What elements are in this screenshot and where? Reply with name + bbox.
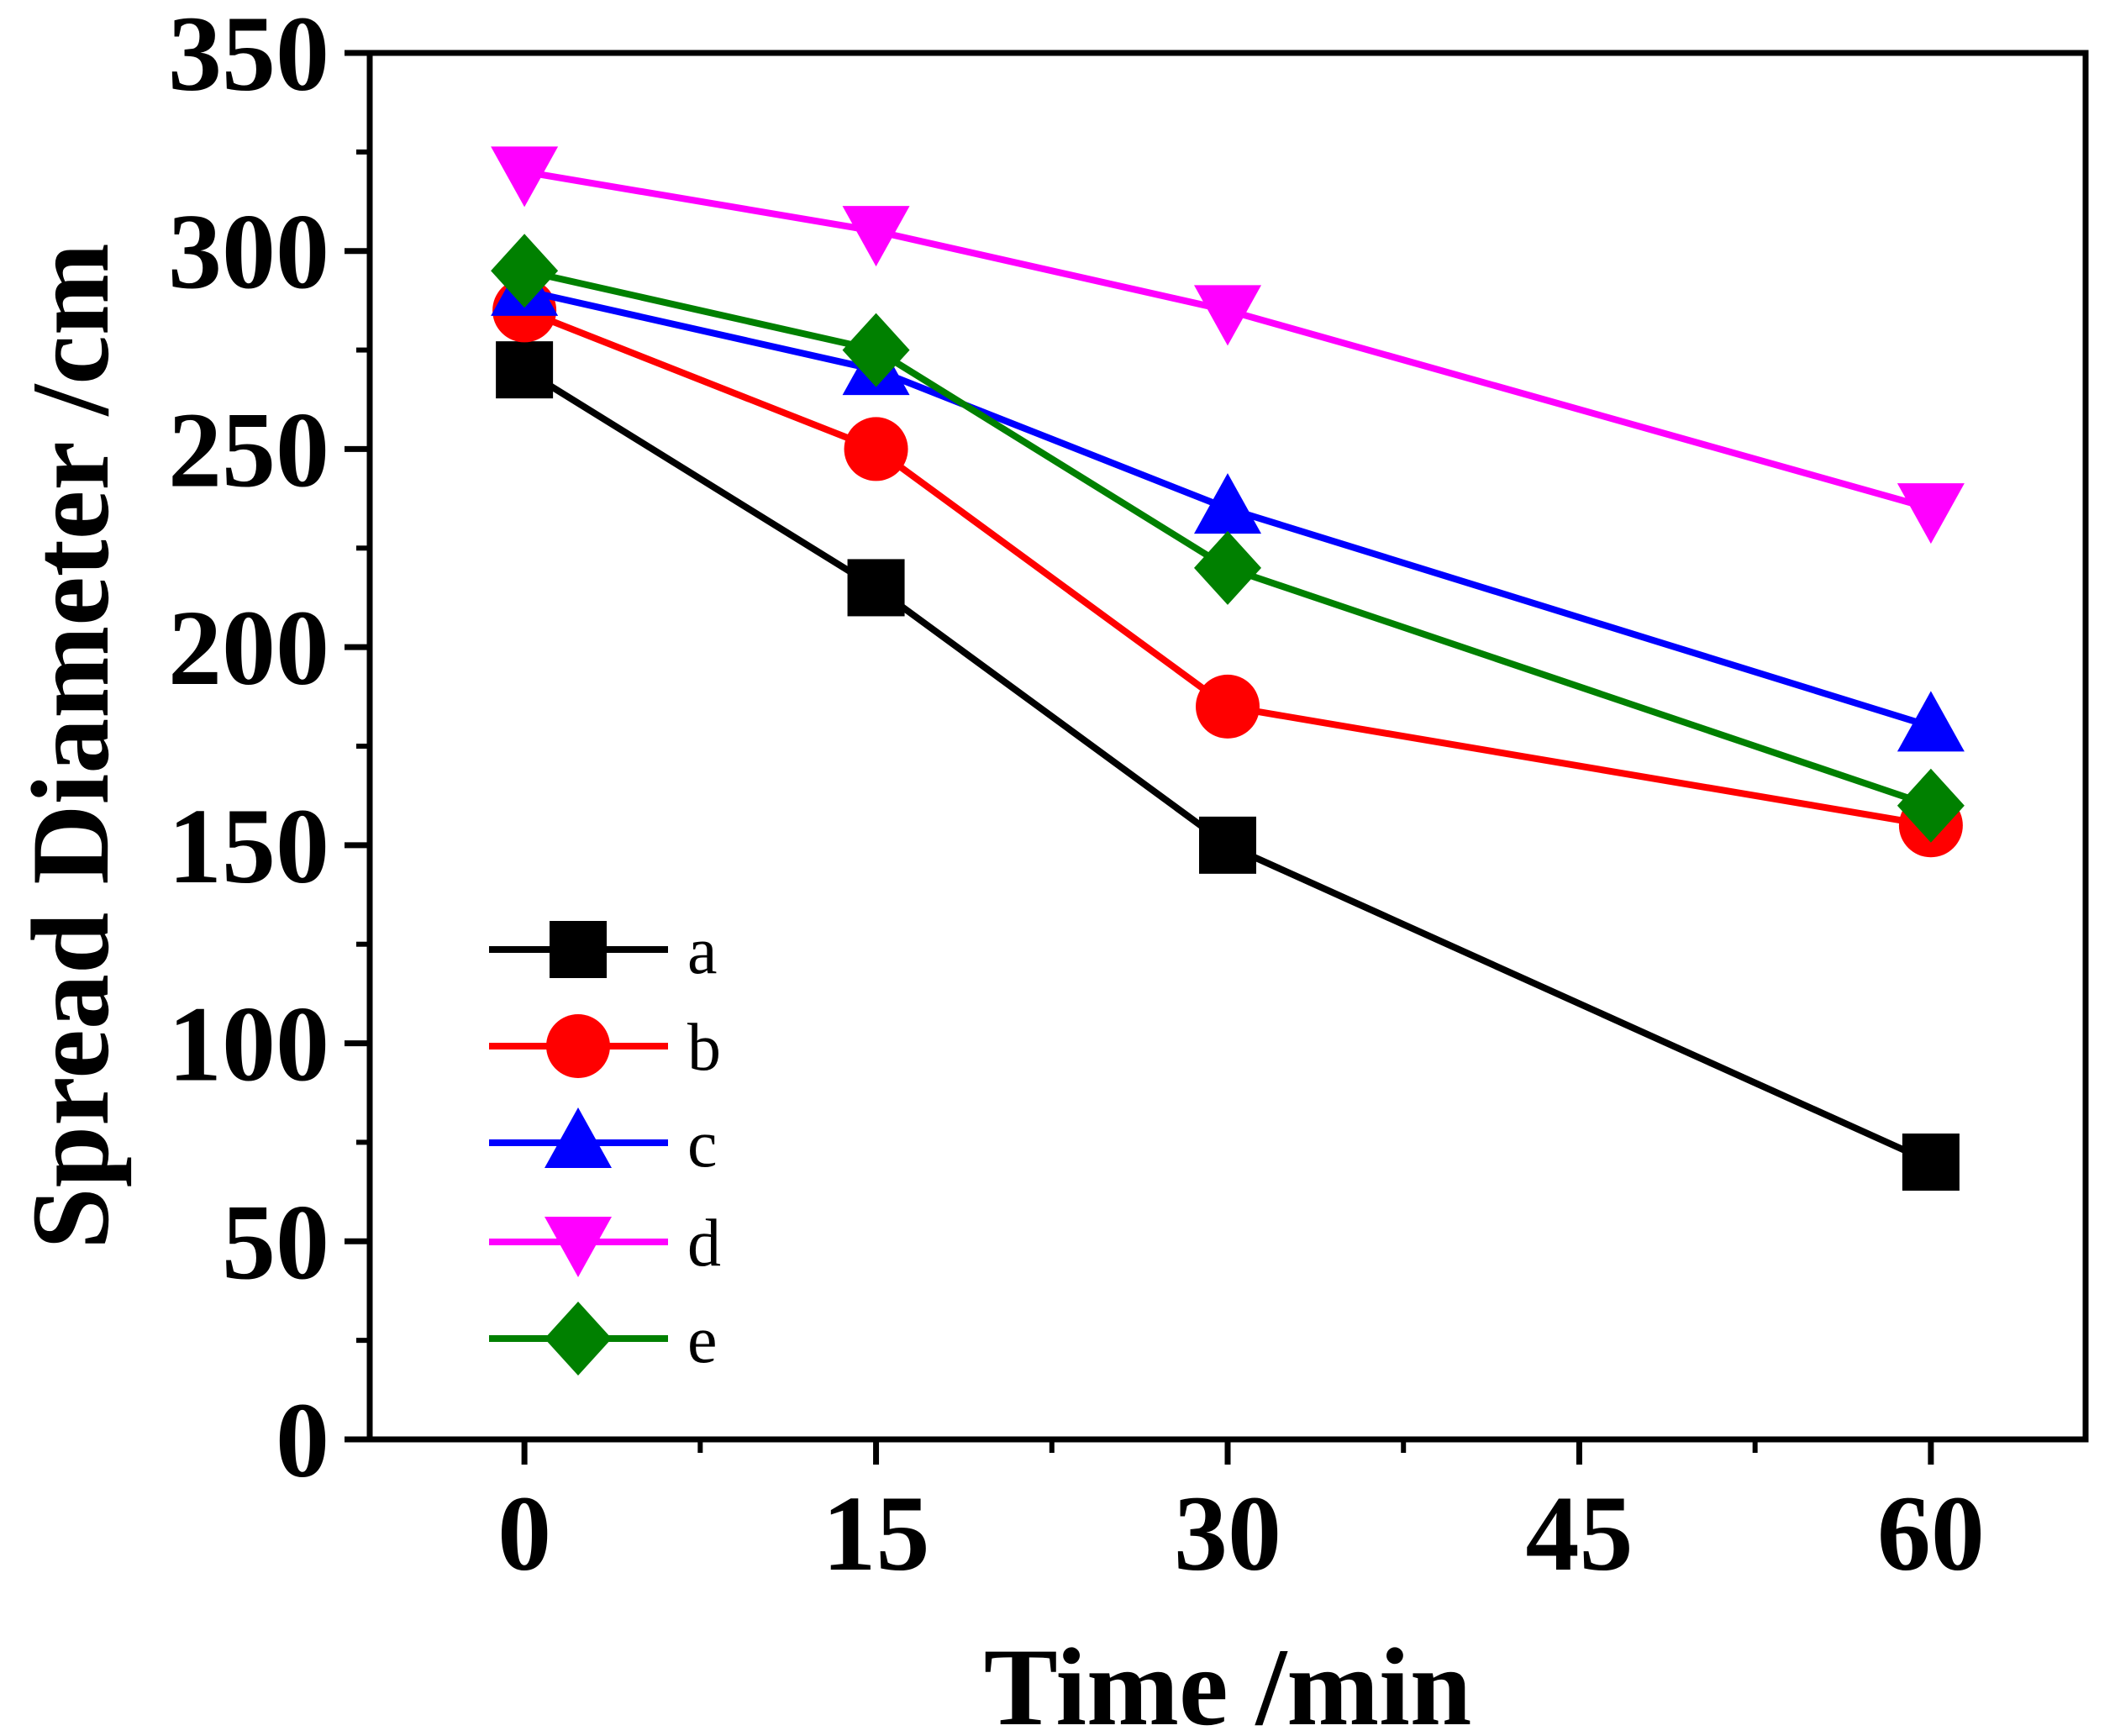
x-tick-label: 0	[497, 1474, 551, 1593]
legend-entry-b: b	[489, 1011, 721, 1085]
data-point-d	[1194, 285, 1261, 346]
data-point-a	[1902, 1134, 1960, 1191]
y-tick-label: 150	[168, 786, 329, 906]
legend-marker	[546, 1014, 610, 1078]
series-a	[496, 341, 1960, 1191]
data-point-c	[1194, 473, 1261, 534]
legend-marker	[545, 1217, 612, 1277]
legend-label: a	[687, 914, 718, 988]
y-tick-label: 300	[168, 192, 329, 312]
series-line-c	[523, 287, 1933, 730]
legend-entry-a: a	[489, 914, 718, 988]
x-tick-label: 45	[1525, 1474, 1633, 1593]
data-point-e	[491, 234, 559, 308]
y-tick-label: 250	[168, 390, 329, 509]
x-tick-label: 15	[823, 1474, 930, 1593]
y-axis-title: Spread Diameter /cm	[8, 243, 132, 1249]
series-layer	[491, 146, 1965, 1191]
x-tick-label: 60	[1877, 1474, 1985, 1593]
series-line-e	[523, 267, 1933, 809]
legend-label: b	[687, 1011, 721, 1085]
series-line-b	[523, 307, 1932, 829]
data-point-a	[1199, 816, 1256, 874]
data-point-c	[1897, 691, 1965, 752]
y-tick-label: 100	[168, 985, 329, 1104]
x-axis-title: Time /min	[984, 1625, 1472, 1736]
plot-frame	[366, 50, 2089, 1443]
legend-entry-d: d	[489, 1207, 721, 1281]
legend-entry-c: c	[489, 1107, 718, 1181]
legend-marker	[545, 1302, 612, 1376]
data-point-d	[1897, 483, 1965, 544]
series-line-a	[523, 366, 1933, 1165]
data-point-e	[1897, 768, 1965, 843]
y-tick-label: 200	[168, 588, 329, 708]
series-e	[491, 234, 1965, 843]
legend-marker	[545, 1107, 612, 1168]
data-point-d	[491, 146, 559, 208]
data-point-b	[1196, 674, 1260, 739]
series-d	[491, 146, 1965, 544]
legend-entry-e: e	[489, 1302, 718, 1377]
x-tick-label: 30	[1174, 1474, 1281, 1593]
axes: 0 50 100 150 200 250 300 350 0 15 30 45 60	[168, 0, 2089, 1593]
y-tick-label: 350	[168, 0, 329, 113]
series-line-d	[523, 168, 1932, 512]
legend-label: e	[687, 1303, 718, 1377]
legend-marker	[550, 921, 607, 978]
data-point-b	[844, 417, 908, 481]
y-tick-label: 0	[276, 1381, 329, 1500]
legend-label: c	[687, 1107, 718, 1181]
y-tick-label: 50	[222, 1182, 329, 1302]
data-point-a	[496, 341, 554, 399]
data-point-e	[1194, 530, 1261, 605]
legend-label: d	[687, 1207, 721, 1281]
data-point-a	[847, 559, 905, 617]
data-point-e	[842, 313, 910, 387]
data-point-d	[842, 206, 910, 267]
